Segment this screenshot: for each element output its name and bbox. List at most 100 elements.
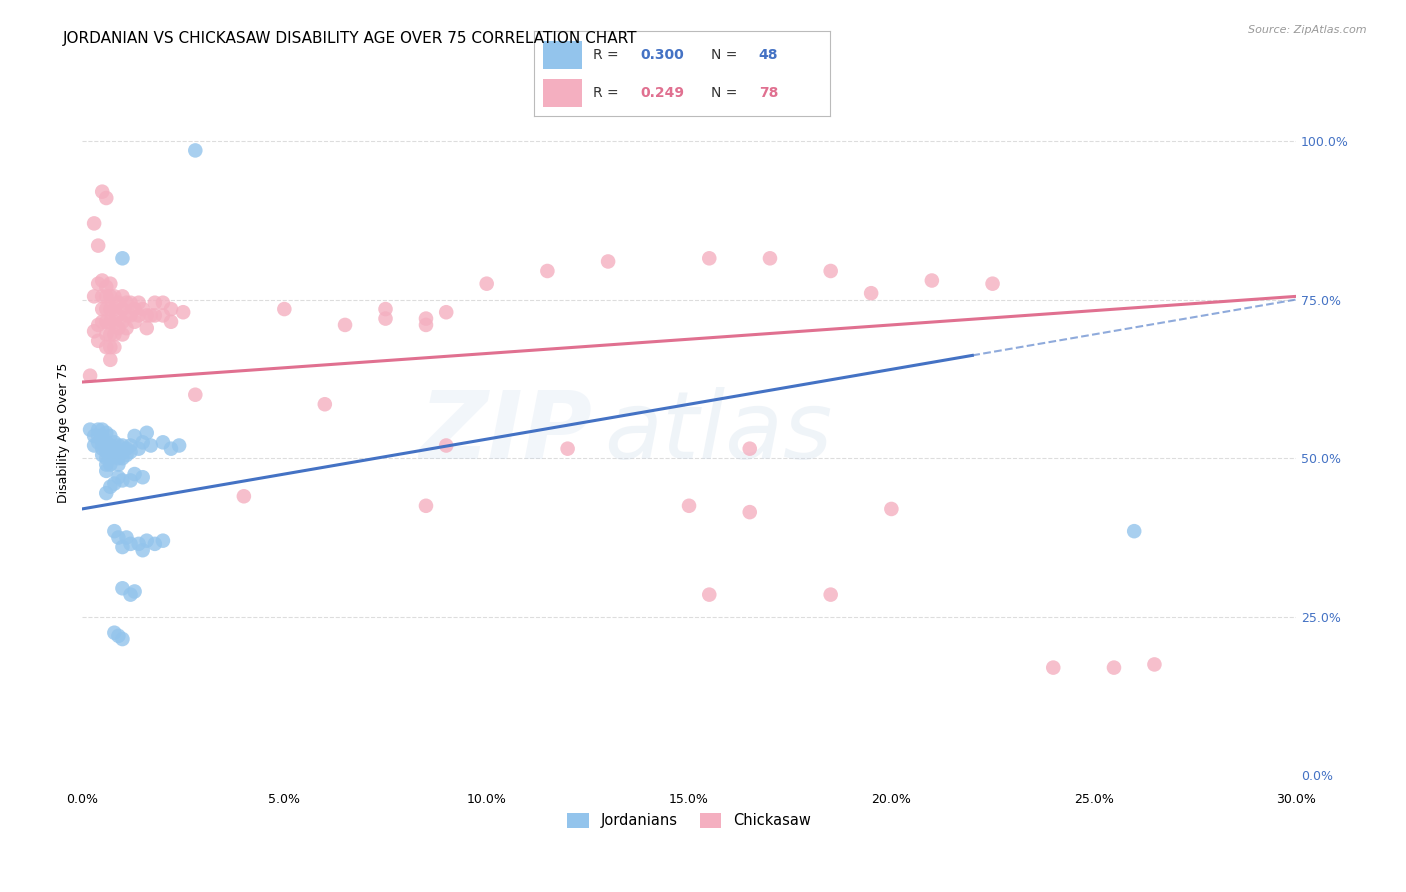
Point: [139, 309, 162, 323]
Point: [415, 499, 437, 513]
Point: [860, 286, 883, 301]
Bar: [543, 78, 582, 107]
Point: [115, 321, 138, 335]
Point: [96, 425, 118, 440]
Point: [115, 531, 138, 545]
Point: [738, 442, 761, 456]
Point: [107, 531, 129, 545]
Point: [374, 311, 396, 326]
Point: [124, 584, 146, 599]
Point: [111, 582, 134, 596]
Text: 48: 48: [759, 47, 778, 62]
Point: [96, 486, 118, 500]
Point: [314, 397, 336, 411]
Point: [96, 340, 118, 354]
Point: [107, 629, 129, 643]
Point: [273, 301, 295, 316]
Point: [96, 191, 118, 205]
Point: [87, 277, 110, 291]
Point: [91, 301, 114, 316]
Point: [475, 277, 498, 291]
Point: [98, 445, 121, 459]
Bar: [543, 40, 582, 69]
Point: [87, 238, 110, 252]
Point: [152, 435, 174, 450]
Point: [83, 438, 105, 452]
Point: [415, 311, 437, 326]
Point: [98, 438, 121, 452]
Point: [103, 524, 125, 538]
Point: [98, 352, 121, 367]
Text: atlas: atlas: [605, 387, 832, 478]
Point: [83, 324, 105, 338]
Point: [91, 273, 114, 287]
Point: [536, 264, 558, 278]
Point: [91, 185, 114, 199]
Point: [120, 445, 142, 459]
Point: [232, 489, 254, 503]
Point: [96, 451, 118, 466]
Point: [107, 309, 129, 323]
Point: [111, 252, 134, 266]
Point: [557, 442, 579, 456]
Point: [111, 474, 134, 488]
Text: 0.249: 0.249: [641, 86, 685, 100]
Point: [131, 543, 153, 558]
Point: [434, 305, 457, 319]
Point: [103, 340, 125, 354]
Y-axis label: Disability Age Over 75: Disability Age Over 75: [58, 363, 70, 503]
Text: Source: ZipAtlas.com: Source: ZipAtlas.com: [1249, 25, 1367, 35]
Point: [333, 318, 356, 332]
Point: [91, 435, 114, 450]
Point: [184, 388, 207, 402]
Point: [167, 438, 190, 452]
Point: [103, 327, 125, 342]
Point: [738, 505, 761, 519]
Point: [103, 476, 125, 491]
Point: [103, 301, 125, 316]
Point: [374, 301, 396, 316]
Point: [921, 273, 943, 287]
Point: [1143, 657, 1166, 672]
Point: [160, 442, 183, 456]
Text: 78: 78: [759, 86, 778, 100]
Point: [143, 295, 166, 310]
Point: [160, 315, 183, 329]
Point: [103, 435, 125, 450]
Point: [83, 289, 105, 303]
Point: [98, 340, 121, 354]
Point: [124, 301, 146, 316]
Point: [111, 327, 134, 342]
Point: [120, 474, 142, 488]
Point: [96, 280, 118, 294]
Point: [98, 315, 121, 329]
Point: [98, 458, 121, 472]
Point: [107, 451, 129, 466]
Point: [139, 438, 162, 452]
Point: [434, 438, 457, 452]
Point: [128, 309, 150, 323]
Point: [678, 499, 700, 513]
Point: [103, 315, 125, 329]
Point: [135, 425, 157, 440]
Point: [115, 442, 138, 456]
Point: [1123, 524, 1146, 538]
Point: [759, 252, 782, 266]
Point: [98, 429, 121, 443]
Point: [1102, 660, 1125, 674]
Point: [87, 435, 110, 450]
Point: [131, 301, 153, 316]
Point: [96, 315, 118, 329]
Point: [98, 289, 121, 303]
Point: [107, 295, 129, 310]
Point: [120, 295, 142, 310]
Point: [131, 435, 153, 450]
Point: [415, 318, 437, 332]
Point: [98, 327, 121, 342]
Point: [111, 289, 134, 303]
Point: [131, 470, 153, 484]
Point: [96, 289, 118, 303]
Point: [111, 315, 134, 329]
Point: [135, 533, 157, 548]
Point: [115, 448, 138, 462]
